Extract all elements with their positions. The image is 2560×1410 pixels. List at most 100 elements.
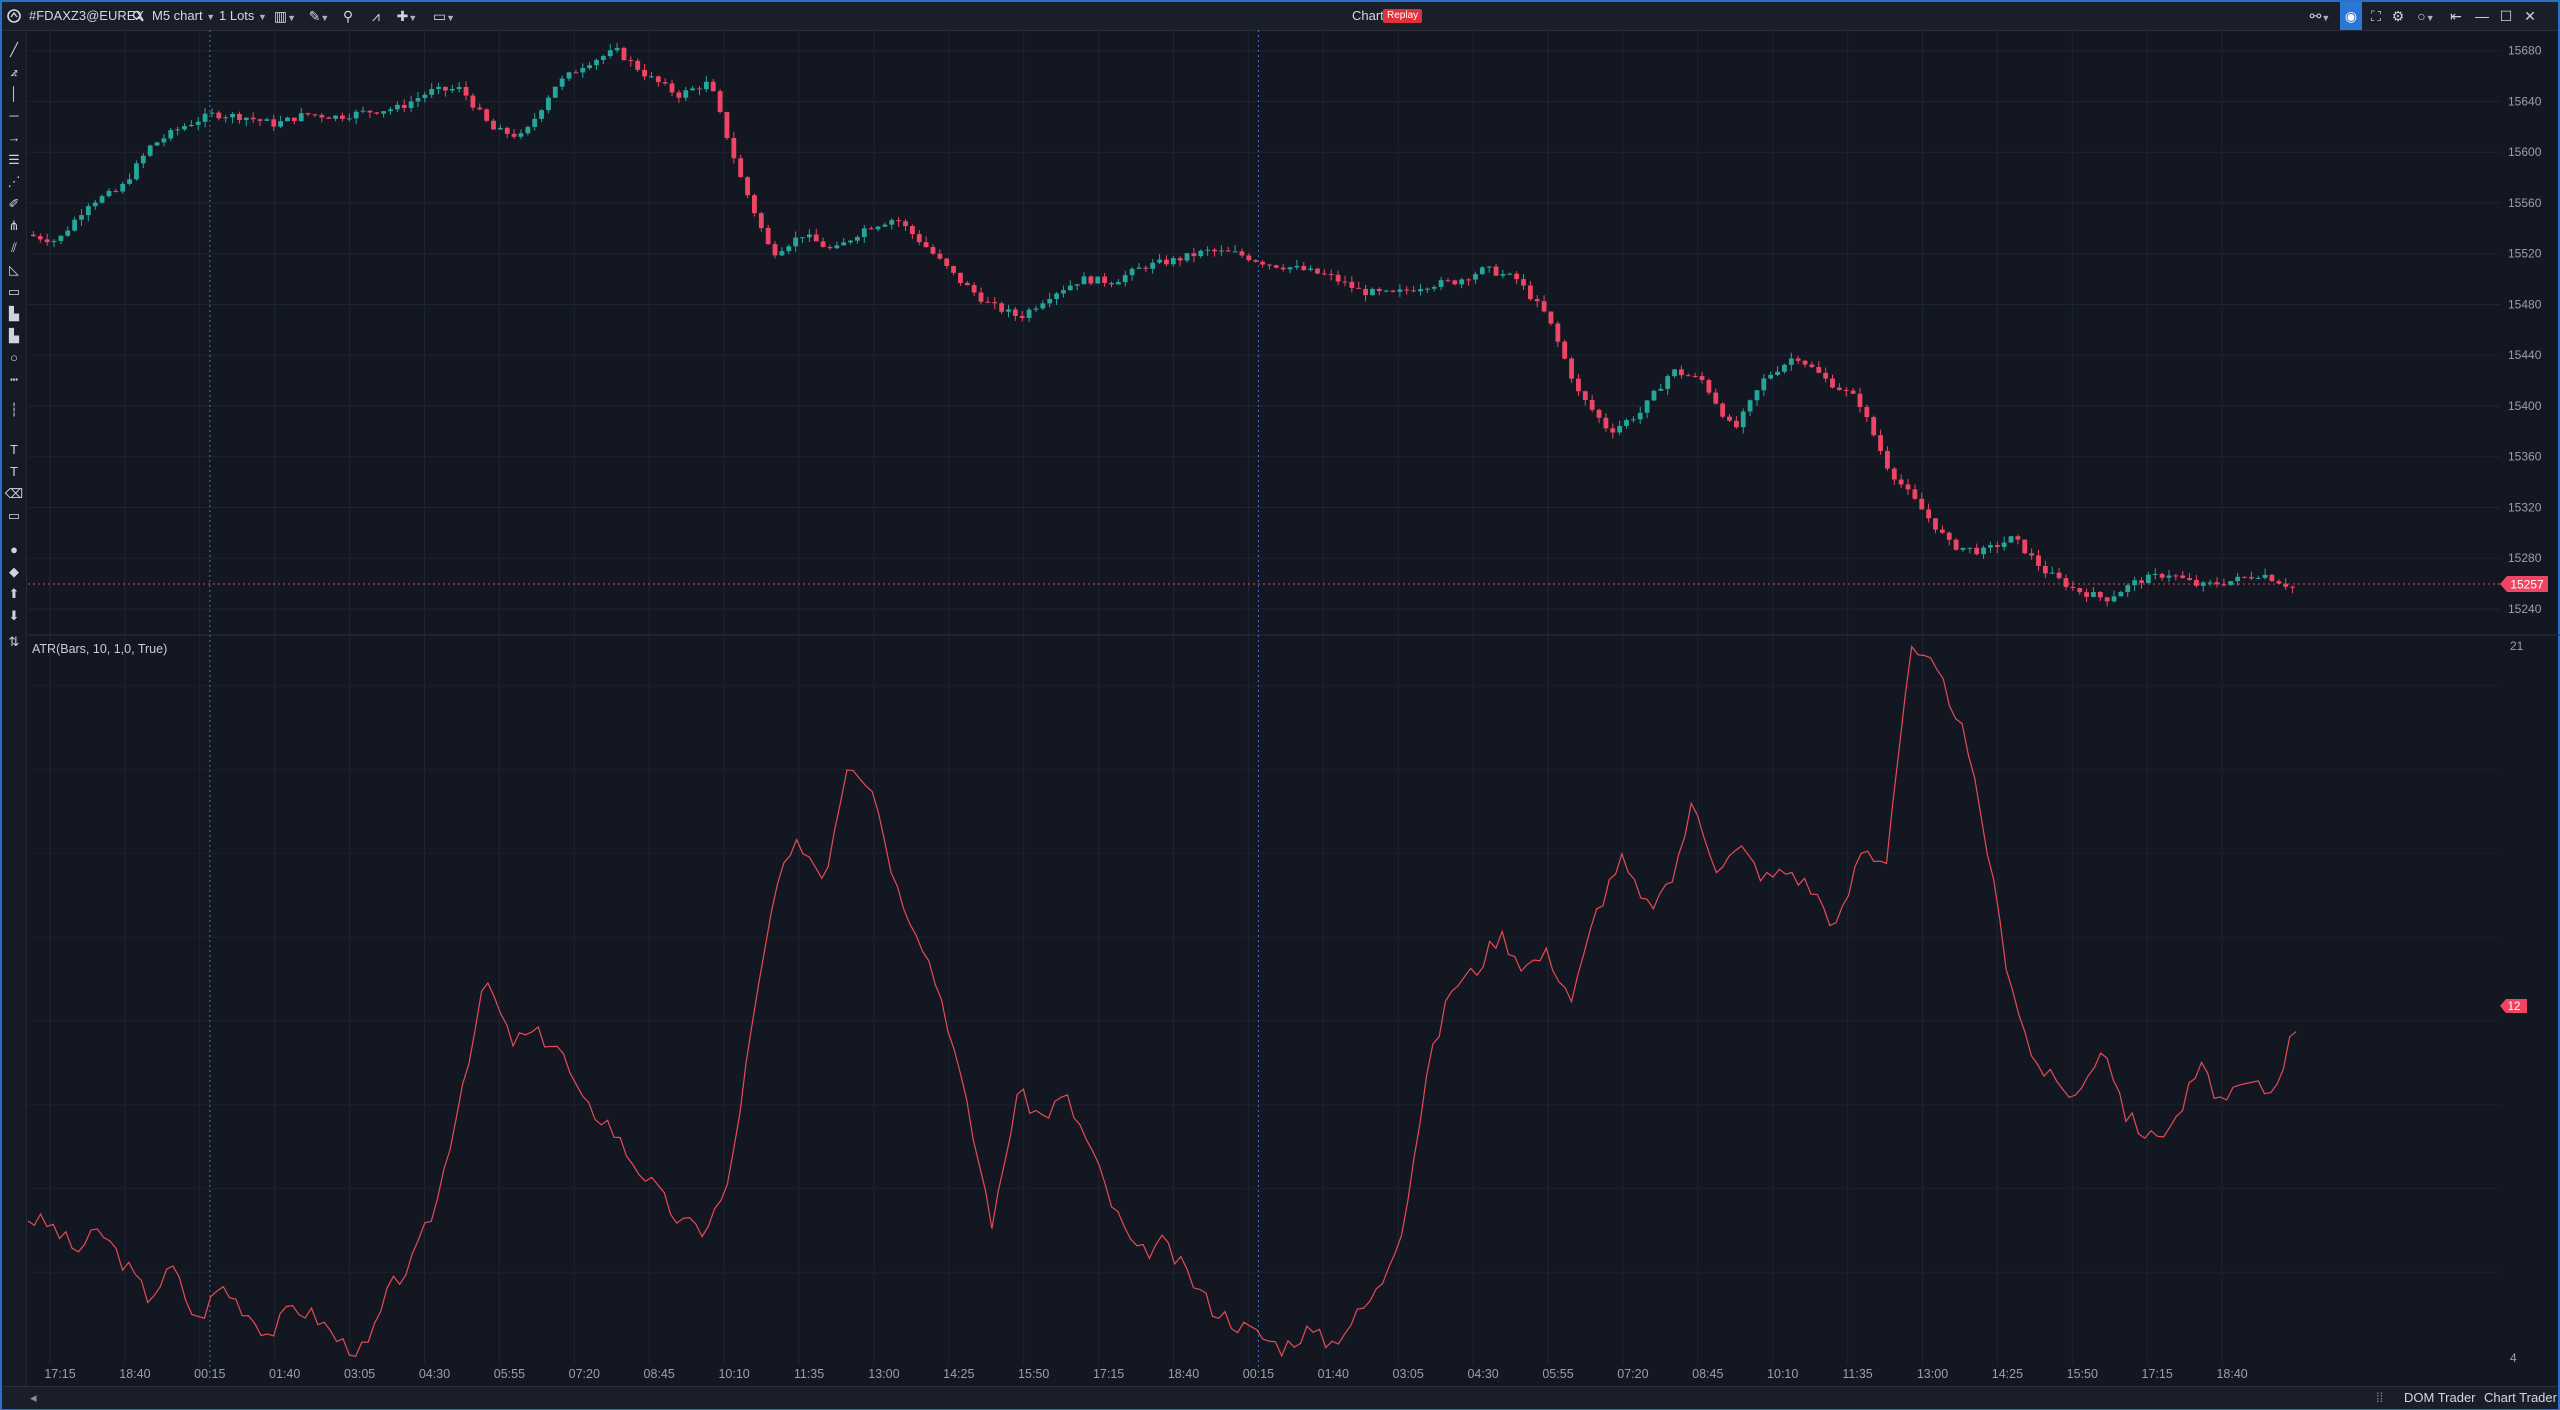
candle-body bbox=[1569, 358, 1574, 379]
link-icon[interactable]: ⚯▼ bbox=[2309, 8, 2331, 24]
lots-dropdown[interactable]: 1 Lots ▼ bbox=[219, 2, 267, 30]
arrow-icon[interactable]: → bbox=[7, 130, 21, 145]
zoom-icon[interactable]: ⚲ bbox=[342, 8, 354, 24]
search-icon[interactable] bbox=[130, 2, 146, 30]
candle-body bbox=[1363, 288, 1368, 296]
candle-body bbox=[1850, 390, 1856, 394]
arrow-down-icon[interactable]: ⬇ bbox=[8, 608, 20, 623]
fullscreen-icon[interactable]: ⛶ bbox=[2371, 8, 2381, 24]
candle-body bbox=[1370, 288, 1375, 296]
timeframe-dropdown[interactable]: M5 chart ▼ bbox=[152, 2, 215, 30]
circle-dropdown-icon[interactable]: ○▼ bbox=[2417, 8, 2435, 24]
time-tick-label: 04:30 bbox=[1467, 1367, 1498, 1381]
indicators-icon[interactable]: ⩘ bbox=[372, 8, 380, 24]
price-label-icon[interactable]: ▭ bbox=[7, 508, 21, 523]
text-style-icon[interactable]: T bbox=[10, 442, 18, 457]
candle-body bbox=[72, 219, 78, 231]
pencil-icon[interactable]: ✎▼ bbox=[308, 8, 330, 24]
minimize-icon[interactable]: — bbox=[2475, 8, 2489, 24]
candle-body bbox=[1198, 250, 1204, 257]
polyline-icon[interactable]: ⋰ bbox=[7, 174, 21, 189]
rectangle-icon[interactable]: ▭ bbox=[7, 284, 21, 299]
scroll-left-icon[interactable]: ◂ bbox=[30, 1390, 37, 1405]
chart-type-icon[interactable]: ▥▼ bbox=[273, 8, 297, 24]
indicator-title[interactable]: ATR(Bars, 10, 1,0, True) bbox=[32, 642, 167, 656]
candle-body bbox=[1218, 250, 1224, 252]
candle-body bbox=[1857, 393, 1863, 408]
ruler-icon[interactable]: ┅ bbox=[10, 372, 18, 387]
candle-body bbox=[2118, 592, 2124, 597]
candle-body bbox=[2235, 576, 2241, 582]
candle-body bbox=[1239, 251, 1245, 256]
crosshair-icon[interactable]: ✚▼ bbox=[396, 8, 418, 24]
measure-icon[interactable]: ┆ bbox=[10, 402, 18, 417]
candle-body bbox=[1115, 282, 1121, 285]
candle-body bbox=[1788, 358, 1794, 365]
candle-body bbox=[1006, 309, 1011, 312]
camera-icon[interactable]: ◉ bbox=[2340, 2, 2362, 30]
candle-body bbox=[195, 121, 201, 125]
horizontal-line-icon[interactable]: ─ bbox=[9, 108, 19, 123]
brush-icon[interactable]: ✐ bbox=[8, 196, 20, 211]
histogram-icon[interactable]: ▙ bbox=[9, 328, 19, 343]
candle-body bbox=[340, 115, 345, 119]
price-axis[interactable]: 15680 15640 15600 15560 15520 15480 15440 15400… bbox=[2508, 44, 2542, 616]
text-icon[interactable]: T bbox=[10, 464, 18, 479]
candle-body bbox=[703, 81, 709, 90]
candle-body bbox=[1473, 274, 1478, 280]
dom-trader-button[interactable]: DOM Trader bbox=[2404, 1390, 2476, 1405]
candle-body bbox=[65, 230, 71, 236]
candle-body bbox=[1225, 250, 1231, 252]
candle-body bbox=[257, 119, 263, 121]
candle-body bbox=[1672, 369, 1677, 377]
timeframe-label: M5 chart bbox=[152, 8, 203, 23]
candle-body bbox=[600, 56, 606, 60]
candle-body bbox=[1335, 274, 1341, 282]
candle-body bbox=[264, 119, 270, 121]
candle-body bbox=[1637, 412, 1643, 420]
candle-body bbox=[1596, 409, 1602, 418]
candle-body bbox=[456, 87, 462, 90]
candle-body bbox=[305, 113, 311, 115]
app-logo-icon[interactable] bbox=[4, 2, 24, 30]
candle-body bbox=[360, 110, 366, 112]
template-icon[interactable]: ▭▼ bbox=[432, 8, 456, 24]
candle-body bbox=[85, 206, 91, 216]
time-tick-label: 00:15 bbox=[1243, 1367, 1274, 1381]
settings-icon[interactable]: ⚙ bbox=[2391, 8, 2405, 24]
candle-body bbox=[2166, 575, 2172, 578]
trend-line-icon[interactable]: ╱ bbox=[10, 42, 18, 57]
candle-body bbox=[642, 69, 647, 77]
ellipse-icon[interactable]: ○ bbox=[10, 350, 18, 365]
pin-icon[interactable]: ⇤ bbox=[2450, 8, 2462, 24]
candle-body bbox=[683, 90, 689, 98]
fibonacci-icon[interactable]: ☰ bbox=[8, 152, 20, 167]
close-icon[interactable]: ✕ bbox=[2524, 8, 2536, 24]
candle-body bbox=[2255, 577, 2261, 579]
candle-body bbox=[250, 117, 256, 120]
arrow-up-icon[interactable]: ⬆ bbox=[8, 586, 20, 601]
vertical-line-icon[interactable]: │ bbox=[9, 86, 19, 101]
scroll-handle-icon[interactable]: ⁞⁞ bbox=[2376, 1390, 2384, 1405]
candle-body bbox=[1685, 375, 1691, 377]
maximize-icon[interactable]: ☐ bbox=[2499, 8, 2513, 24]
dot-marker-icon[interactable]: ● bbox=[10, 542, 18, 557]
symbol-selector[interactable]: #FDAXZ3@EUREX bbox=[29, 8, 145, 23]
diamond-marker-icon[interactable]: ◆ bbox=[9, 564, 19, 579]
pitchfork-icon[interactable]: ⋔ bbox=[8, 218, 20, 233]
candle-body bbox=[1466, 279, 1471, 281]
volume-profile-icon[interactable]: ▙ bbox=[9, 306, 19, 321]
candle-body bbox=[2269, 574, 2275, 582]
time-axis[interactable]: 17:15 18:40 00:15 01:40 03:05 04:30 05:55 07:20… bbox=[44, 1367, 2247, 1381]
ray-icon[interactable]: ⦨ bbox=[10, 64, 18, 79]
time-tick-label: 10:10 bbox=[1767, 1367, 1798, 1381]
chart-trader-button[interactable]: Chart Trader bbox=[2484, 1390, 2557, 1405]
order-icon[interactable]: ⇅ bbox=[8, 634, 20, 649]
channel-icon[interactable]: ⫽ bbox=[11, 240, 17, 255]
candle-body bbox=[2173, 575, 2179, 577]
label-icon[interactable]: ⌫ bbox=[4, 486, 24, 501]
candle-body bbox=[1376, 288, 1382, 292]
replay-badge[interactable]: Replay bbox=[1383, 9, 1423, 23]
triangle-icon[interactable]: ◺ bbox=[9, 262, 19, 277]
